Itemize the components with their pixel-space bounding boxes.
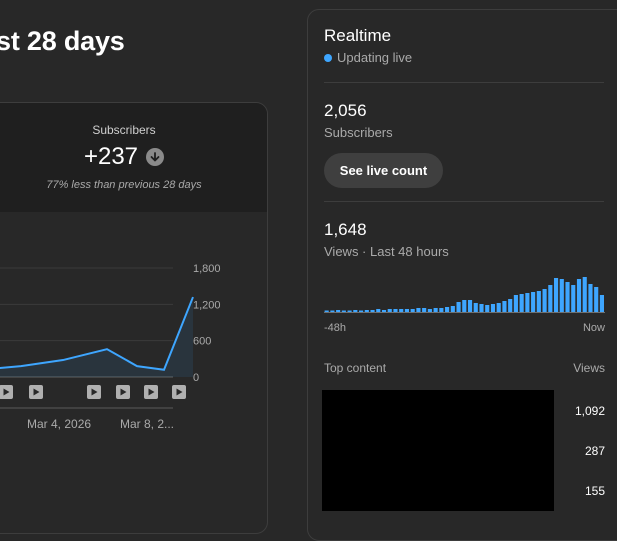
hourly-views-bar [548,285,553,312]
hourly-views-bar [341,310,346,312]
hourly-views-bar [456,302,461,312]
hourly-views-bar [404,309,410,312]
realtime-card: Realtime Updating live 2,056 Subscribers… [307,9,617,541]
hourly-views-bar [496,303,501,312]
hourly-views-bar [347,310,352,312]
divider [324,82,604,83]
y-tick-label: 0 [193,372,199,384]
x-tick-label: Mar 8, 2... [120,417,174,431]
hourly-views-bar [416,308,421,312]
y-tick-label: 600 [193,336,211,348]
hourly-views-bar [445,307,450,312]
metric-label: Subscribers [92,123,156,137]
hourly-views-bar [490,304,496,312]
hourly-views-bar [502,301,507,312]
top-content-views-2: 287 [584,444,605,458]
chart-area-fill [0,297,193,377]
chart-line [0,296,194,371]
top-content-heading: Top content [324,361,387,375]
hourly-views-bar [594,287,599,312]
hourly-views-bar [399,309,404,312]
hourly-views-bar [479,304,484,312]
hourly-views-bar [324,310,329,312]
hourly-views-bar [330,310,335,312]
metric-tab-subscribers[interactable]: Subscribers +237 77% less than previous … [0,103,267,212]
y-tick-label: 1,200 [193,299,221,311]
hourly-views-bar [559,279,564,312]
live-status-text: Updating live [337,50,413,65]
hourly-views-bar [599,295,604,312]
hourly-views-bar [381,310,387,312]
page-title: st 28 days [0,26,125,56]
bar-axis-end: Now [582,322,605,334]
video-marker-icon [144,385,158,399]
hourly-views-bar [519,294,524,312]
top-content-views-heading: Views [573,361,605,375]
realtime-subscribers-label: Subscribers [324,125,393,140]
hourly-views-bar [359,310,364,312]
realtime-views-bar-chart [324,277,605,313]
hourly-views-bar [531,292,536,312]
hourly-views-bar [508,299,513,312]
hourly-views-bar [370,310,375,312]
top-content-thumbnails[interactable] [322,390,554,511]
bar-axis-start: -48h [324,322,347,334]
hourly-views-bar [376,309,381,312]
hourly-views-bar [393,309,398,312]
realtime-views-value: 1,648 [324,220,367,239]
hourly-views-bar [571,285,576,312]
hourly-views-bar [553,278,559,312]
hourly-views-bar [485,305,490,312]
subscribers-line-chart: 1,800 1,200 600 0 Mar 4, 2026 Mar 8, 2... [0,263,221,431]
hourly-views-bar [422,308,427,312]
top-content-views-3: 155 [584,484,605,498]
hourly-views-bar [467,300,473,312]
hourly-views-bar [565,282,570,312]
hourly-views-bar [433,308,438,312]
hourly-views-bar [542,289,547,312]
arrow-down-icon [146,148,165,166]
video-marker-icon [116,385,130,399]
hourly-views-bar [536,291,541,312]
hourly-views-bar [576,279,582,312]
hourly-views-bar [427,309,432,312]
hourly-views-bar [450,306,455,312]
hourly-views-bar [473,303,478,312]
realtime-subscribers-value: 2,056 [324,101,367,120]
analytics-chart-card: Subscribers +237 77% less than previous … [0,102,268,534]
metric-value-row: +237 [0,143,267,171]
video-marker-icon [29,385,43,399]
hourly-views-bar [525,293,530,312]
video-marker-icon [172,385,186,399]
metric-comparison: 77% less than previous 28 days [46,179,202,191]
video-marker-icon [0,385,13,399]
live-status: Updating live [324,50,412,65]
hourly-views-bar [387,309,392,312]
divider [324,201,604,202]
see-live-count-button[interactable]: See live count [324,153,443,188]
hourly-views-bar [336,310,341,312]
live-dot-icon [324,53,332,62]
top-content-views-1: 1,092 [574,404,605,418]
hourly-views-bar [582,277,587,312]
realtime-title: Realtime [324,26,392,45]
realtime-views-label: Views · Last 48 hours [324,244,449,259]
hourly-views-bar [588,284,593,312]
video-marker-icon [87,385,101,399]
hourly-views-bar [353,310,358,312]
hourly-views-bar [439,308,444,312]
hourly-views-bar [364,310,369,312]
hourly-views-bar [462,300,467,312]
metric-value: +237 [83,143,139,170]
hourly-views-bar [513,295,518,312]
y-tick-label: 1,800 [193,263,221,275]
x-tick-label: Mar 4, 2026 [27,417,91,431]
hourly-views-bar [410,309,415,312]
